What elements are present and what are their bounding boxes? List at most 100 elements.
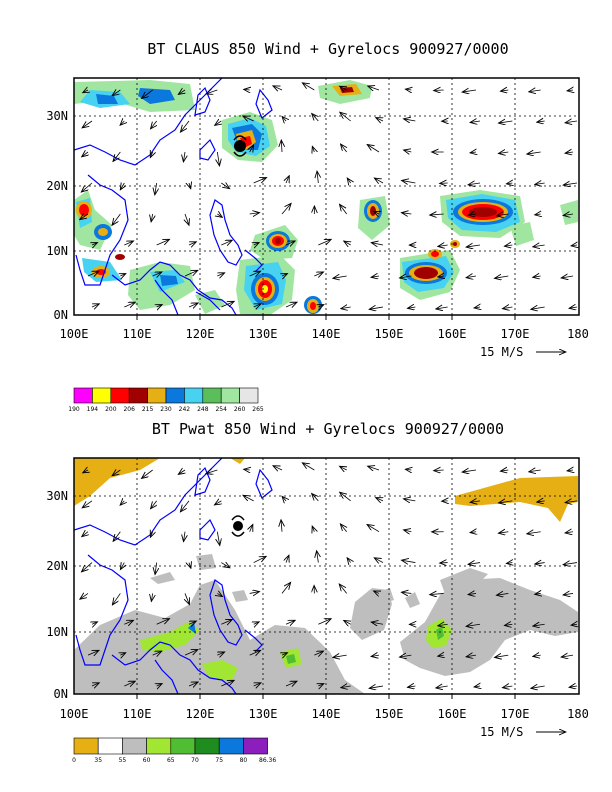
wind-vector [83, 90, 88, 93]
wind-vector [285, 620, 295, 624]
wind-vector [318, 305, 323, 307]
wind-vector [535, 563, 545, 564]
wind-vector [563, 214, 574, 215]
wind-vector [535, 593, 541, 594]
wind-vector [312, 526, 314, 532]
wind-vector [221, 619, 232, 624]
wind-vector [318, 619, 331, 625]
colorbar-label: 200 [105, 406, 117, 413]
wind-vector [124, 241, 133, 245]
colorbar-label: 75 [215, 757, 223, 764]
wind-vector [82, 120, 93, 128]
wind-vector [124, 302, 135, 307]
wind-vector [221, 183, 229, 189]
wind-vector [253, 556, 267, 563]
wind-vector [498, 532, 509, 533]
colorbar-1: 190 194 200 206 215 230 242 248 254 260 265 [68, 387, 264, 413]
wind-vector [184, 270, 198, 277]
colorbar-swatch [122, 737, 147, 755]
x-tick-label: 140E [312, 707, 341, 721]
y-axis-2: 0N 10N 20N 30N [46, 489, 68, 701]
wind-vector [92, 243, 97, 245]
wind-vector [184, 650, 198, 656]
wind-vector [531, 686, 545, 688]
wind-vector [124, 620, 133, 624]
ref-vector-label-2: 15 M/S [480, 725, 523, 739]
wind-vector [317, 171, 318, 184]
wind-vector [80, 593, 89, 599]
y-tick-label: 0N [54, 308, 68, 322]
wind-vector [569, 307, 578, 308]
x-tick-label: 110E [123, 327, 152, 341]
wind-vector [221, 563, 230, 568]
wind-vector [407, 686, 416, 687]
wind-vector [282, 274, 287, 276]
wind-vector [466, 276, 477, 278]
x-axis-2: 100E 110E 120E 130E 140E 150E 160E 170E … [60, 694, 589, 721]
colorbar-swatch [243, 737, 268, 755]
wind-vector [367, 145, 380, 153]
wind-vector [183, 151, 185, 162]
wind-vector [502, 307, 513, 309]
colorbar-swatch [218, 737, 244, 755]
wind-vector [404, 530, 412, 532]
coastline-2 [74, 458, 273, 694]
colorbar-label: 86.36 [259, 757, 276, 764]
wind-vector [434, 470, 444, 471]
wind-vector [563, 563, 578, 565]
wind-vector [281, 520, 282, 532]
wind-vector [537, 121, 545, 122]
wind-vector [470, 501, 481, 502]
wind-vector [249, 271, 261, 276]
x-tick-label: 130E [249, 327, 278, 341]
x-tick-label: 140E [312, 327, 341, 341]
wind-vector [470, 532, 476, 533]
wind-vector [374, 211, 379, 214]
wind-vector [312, 493, 319, 502]
wind-vector [404, 150, 412, 152]
wind-vector [120, 653, 125, 655]
wind-vector [221, 680, 234, 687]
wind-vector [374, 178, 384, 183]
wind-vector [340, 204, 347, 215]
wind-vector [142, 89, 153, 98]
y-tick-label: 20N [46, 179, 68, 193]
wind-vector [537, 501, 545, 502]
wind-vector [498, 152, 509, 153]
wind-vector [285, 681, 297, 686]
wind-vector [462, 90, 477, 92]
wind-vector [206, 470, 218, 474]
x-tick-label: 160E [438, 707, 467, 721]
wind-vector [206, 90, 218, 94]
wind-vector [565, 121, 578, 123]
wind-vector [180, 120, 190, 132]
x-tick-label: 180 [567, 327, 589, 341]
chart-title-1: BT CLAUS 850 Wind + Gyrelocs 900927/0000 [147, 40, 508, 58]
wind-vector [217, 151, 219, 166]
colorbar-swatch [110, 387, 130, 404]
wind-vector [571, 245, 577, 246]
wind-vector [565, 532, 574, 533]
wind-vector [340, 524, 346, 532]
wind-vector [217, 531, 219, 546]
wind-vector [468, 183, 481, 185]
wind-vector [399, 276, 412, 278]
wind-vector [150, 532, 152, 538]
chart-title-2: BT Pwat 850 Wind + Gyrelocs 900927/0000 [152, 420, 504, 438]
wind-vector [371, 243, 384, 245]
wind-vector [430, 214, 444, 215]
colorbar-label: 230 [160, 406, 172, 413]
pwat-dry-regions [74, 458, 578, 522]
wind-vector [249, 650, 261, 655]
wind-vector [529, 470, 541, 472]
colorbar-label: 260 [234, 406, 246, 413]
wind-vector [188, 682, 198, 686]
wind-vector [438, 624, 448, 625]
x-tick-label: 170E [501, 327, 530, 341]
wind-vector [401, 213, 412, 214]
wind-vector [341, 307, 351, 309]
wind-vector [561, 276, 574, 278]
ref-vector-1: 15 M/S [480, 345, 566, 359]
wind-vector [371, 622, 384, 624]
